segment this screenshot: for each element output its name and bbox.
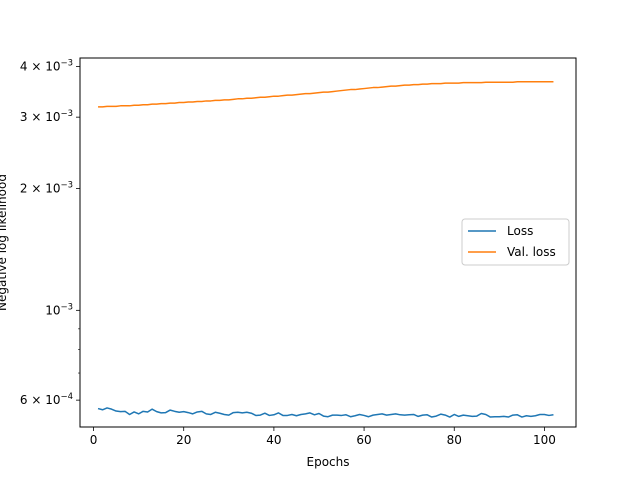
y-tick-label: 10−3 <box>45 302 73 317</box>
x-tick-label: 60 <box>356 433 371 447</box>
legend-label-loss: Loss <box>507 224 533 238</box>
y-axis-label: Negative log likelihood <box>0 174 9 311</box>
y-tick-label: 6 × 10−4 <box>20 392 73 407</box>
x-axis: 0 20 40 60 80 100 <box>90 427 556 447</box>
x-tick-label: 0 <box>90 433 98 447</box>
series-line-val-loss <box>98 80 554 108</box>
y-tick-label: 2 × 10−3 <box>20 180 73 195</box>
x-tick-label: 20 <box>176 433 191 447</box>
axes-frame <box>79 57 577 428</box>
y-axis: 6 × 10−4 10−3 2 × 10−3 3 × 10−3 4 × 10−3 <box>20 59 80 407</box>
x-tick-label: 80 <box>447 433 462 447</box>
series-layer <box>97 80 554 418</box>
legend: Loss Val. loss <box>461 218 570 266</box>
x-tick-label: 100 <box>533 433 556 447</box>
legend-label-val-loss: Val. loss <box>507 245 556 259</box>
series-line-loss <box>97 407 554 418</box>
x-axis-label: Epochs <box>307 455 350 469</box>
y-tick-label: 3 × 10−3 <box>20 109 73 124</box>
y-tick-label: 4 × 10−3 <box>20 59 73 74</box>
plot-area <box>79 57 577 428</box>
x-tick-label: 40 <box>266 433 281 447</box>
